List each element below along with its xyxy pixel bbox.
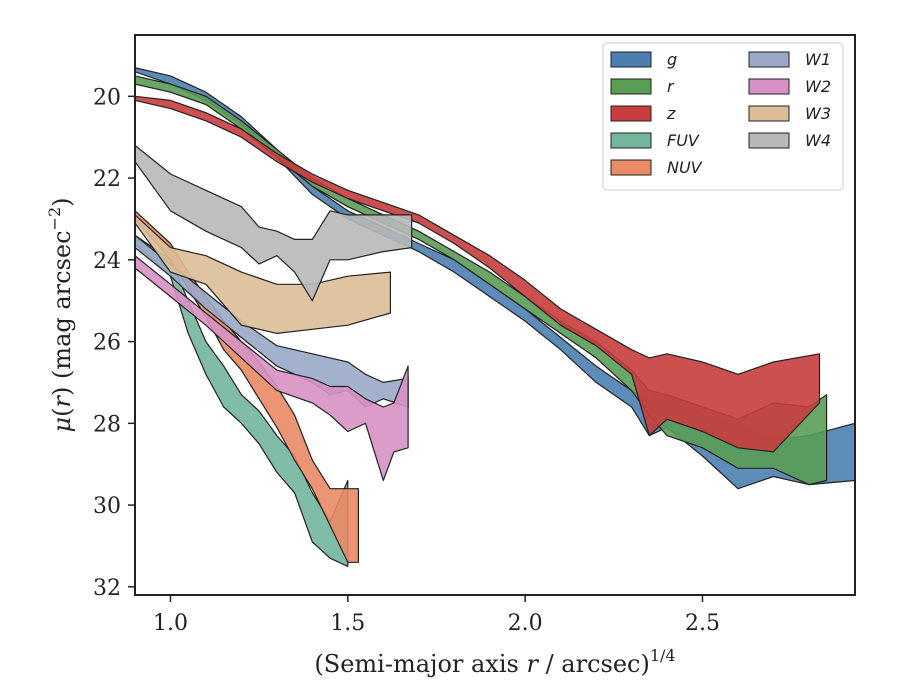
legend-swatch-nuv <box>610 159 652 176</box>
plot-frame <box>134 34 856 596</box>
band-fuv <box>135 234 349 568</box>
x-axis-title: (Semi-major axis r / arcsec)1/4 <box>314 646 675 678</box>
y-tick-label: 20 <box>93 85 121 110</box>
legend-label-g: g <box>667 50 677 69</box>
x-tick-label: 1.5 <box>330 611 365 636</box>
y-tick-label: 26 <box>93 331 121 356</box>
legend-swatch-r <box>610 78 652 95</box>
profile-bands <box>135 67 855 568</box>
legend-label-z: z <box>666 104 676 123</box>
legend-swatch-z <box>610 105 652 122</box>
legend: grz FUV NUV W1 W2 W3 W4 <box>602 42 844 191</box>
x-tick-label: 2.5 <box>685 611 720 636</box>
legend-label-w1: W1 <box>805 50 831 69</box>
legend-label-w2: W2 <box>805 77 831 96</box>
legend-swatch-g <box>610 51 652 68</box>
legend-swatch-w1 <box>748 51 790 68</box>
y-tick-label: 32 <box>93 576 121 601</box>
band-w4 <box>135 144 413 302</box>
legend-label-w3: W3 <box>805 104 831 123</box>
legend-swatch-w3 <box>748 105 790 122</box>
y-axis-title: μ(r) (mag arcsec−2) <box>45 197 76 432</box>
band-w2 <box>135 255 409 482</box>
x-axis-ticks: 1.0 1.5 2.0 2.5 <box>153 595 720 636</box>
x-tick-label: 2.0 <box>508 611 543 636</box>
legend-label-nuv: NUV <box>667 158 703 177</box>
legend-label-r: r <box>667 77 675 96</box>
y-tick-label: 30 <box>93 494 121 519</box>
legend-label-w4: W4 <box>805 131 831 150</box>
legend-swatch-w4 <box>748 132 790 149</box>
y-tick-label: 28 <box>93 412 121 437</box>
legend-swatch-fuv <box>610 132 652 149</box>
legend-label-fuv: FUV <box>667 131 700 150</box>
x-tick-label: 1.0 <box>153 611 188 636</box>
y-axis-ticks: 20 22 24 26 28 30 32 <box>93 85 135 601</box>
legend-swatch-w2 <box>748 78 790 95</box>
band-w3 <box>135 214 391 334</box>
band-z <box>135 95 821 453</box>
y-tick-label: 22 <box>93 167 121 192</box>
y-tick-label: 24 <box>93 249 121 274</box>
